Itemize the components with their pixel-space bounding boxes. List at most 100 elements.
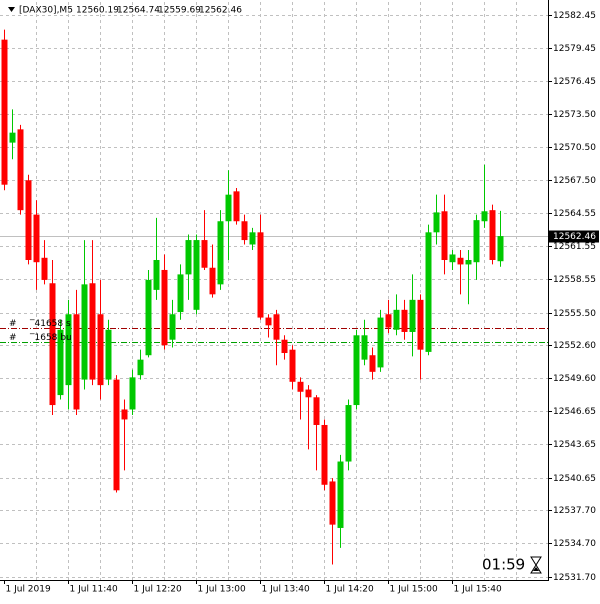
candle-body — [145, 279, 152, 356]
candle-body — [353, 335, 360, 406]
candle-body — [497, 236, 504, 262]
candle-body — [185, 240, 192, 275]
y-tick-label: 12552.60 — [553, 341, 596, 351]
y-tick-label: 12573.50 — [553, 110, 596, 120]
candle-body — [41, 257, 48, 280]
candle-body — [17, 129, 24, 211]
candle-body — [465, 259, 472, 265]
price-label-box — [549, 230, 599, 243]
candle-body — [233, 191, 240, 222]
y-tick-label: 12531.70 — [553, 573, 596, 583]
candle-body — [169, 314, 176, 340]
candle-body — [73, 314, 80, 410]
candle-body — [97, 314, 104, 386]
y-tick-label: 12561.55 — [553, 242, 596, 252]
header-close: 12562.46 — [199, 6, 242, 16]
candle-body — [249, 232, 256, 245]
header-high: 12564.74 — [117, 6, 160, 16]
candle-body — [449, 254, 456, 263]
x-tick-label: 1 Jul 14:20 — [326, 585, 375, 595]
candle-body — [329, 481, 336, 525]
candle-body — [57, 329, 64, 396]
candle-body — [473, 220, 480, 263]
candle-body — [217, 221, 224, 285]
candle-body — [417, 299, 424, 350]
candle-body — [321, 424, 328, 485]
candle-body — [489, 210, 496, 260]
candle-body — [65, 314, 72, 386]
x-tick-label: 1 Jul 12:20 — [134, 585, 183, 595]
candle-body — [105, 329, 112, 380]
candle-body — [441, 211, 448, 260]
candle-body — [153, 259, 160, 290]
hourglass-icon — [530, 556, 542, 574]
candle-body — [385, 314, 392, 328]
candle-body — [225, 194, 232, 222]
y-tick-label: 12549.60 — [553, 374, 596, 384]
candle-body — [241, 221, 248, 241]
candle-body — [1, 39, 8, 185]
y-tick-label: 12543.65 — [553, 440, 596, 450]
candle-body — [49, 283, 56, 406]
timer: 01:59 — [482, 556, 525, 574]
candle-body — [121, 409, 128, 420]
candle-body — [393, 309, 400, 330]
candle-body — [281, 339, 288, 354]
candle-body — [201, 240, 208, 268]
y-tick-label: 12546.65 — [553, 407, 596, 417]
candle-body — [409, 299, 416, 332]
symbol: [DAX30],M5 — [19, 6, 73, 16]
y-tick-label: 12579.45 — [553, 44, 596, 54]
x-tick-label: 1 Jul 13:00 — [198, 585, 247, 595]
y-tick-label: 12582.45 — [553, 11, 596, 21]
candle-body — [89, 283, 96, 380]
candle-body — [265, 317, 272, 326]
candle-body — [345, 405, 352, 462]
candle-body — [137, 359, 144, 376]
candle-body — [161, 269, 168, 346]
candle-body — [129, 377, 136, 410]
candle-body — [313, 397, 320, 425]
candle-body — [401, 309, 408, 332]
candle-body — [289, 349, 296, 382]
y-tick-label: 12534.70 — [553, 539, 596, 549]
candle-body — [81, 284, 88, 380]
y-tick-label: 12576.45 — [553, 77, 596, 87]
price-label: 12562.46 — [553, 232, 596, 242]
marks — [1, 29, 504, 565]
candle-body — [25, 180, 32, 260]
candle-body — [273, 314, 280, 340]
x-tick-label: 1 Jul 15:40 — [454, 585, 503, 595]
candle-body — [297, 381, 304, 392]
candle-body — [33, 214, 40, 263]
candle-body — [177, 274, 184, 313]
y-tick-label: 12537.70 — [553, 506, 596, 516]
candle-body — [425, 232, 432, 352]
order-marker: # — [9, 319, 17, 329]
candle-body — [337, 461, 344, 528]
order-label: ‾1658 bu — [29, 333, 72, 343]
y-tick-label: 12558.55 — [553, 275, 596, 285]
header-open: 12560.19 — [76, 6, 119, 16]
candle-body — [433, 212, 440, 233]
menu-arrow[interactable] — [8, 7, 15, 12]
y-tick-label: 12564.55 — [553, 209, 596, 219]
y-tick-label: 12555.50 — [553, 309, 596, 319]
candle-body — [9, 132, 16, 143]
candle-body — [193, 240, 200, 310]
header-low: 12559.69 — [158, 6, 201, 16]
candle-body — [209, 267, 216, 295]
x-tick-label: 1 Jul 2019 — [6, 585, 51, 595]
order-label: ‾41658 s — [29, 319, 71, 329]
y-tick-label: 12540.65 — [553, 474, 596, 484]
y-tick-label: 12570.50 — [553, 143, 596, 153]
candle-body — [457, 257, 464, 265]
candle-body — [361, 335, 368, 360]
candle-body — [481, 211, 488, 222]
x-tick-label: 1 Jul 15:00 — [390, 585, 439, 595]
candle-body — [377, 317, 384, 368]
candle-body — [113, 379, 120, 491]
x-tick-label: 1 Jul 11:40 — [70, 585, 119, 595]
candle-body — [305, 389, 312, 398]
